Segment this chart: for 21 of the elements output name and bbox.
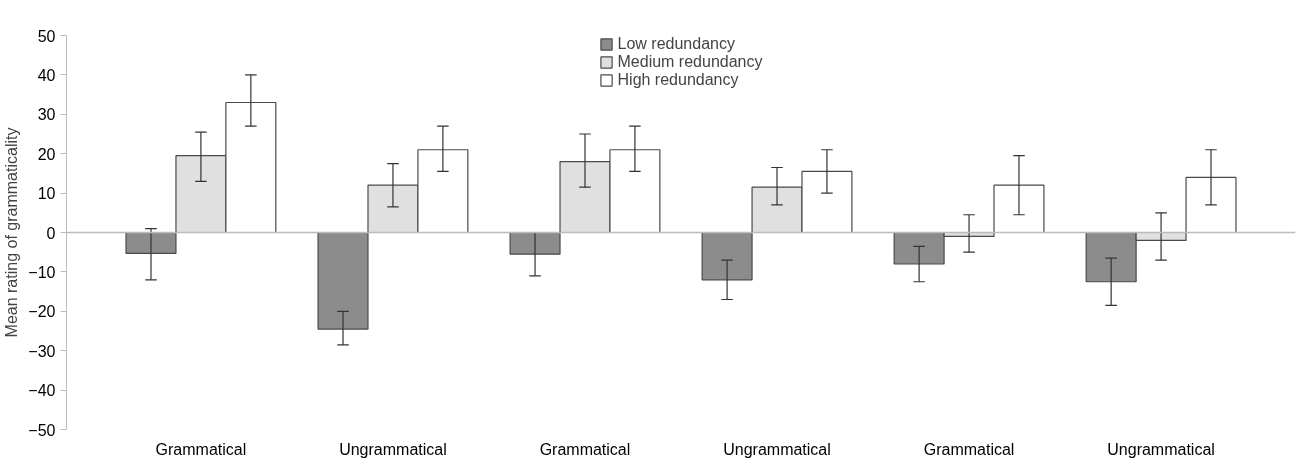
y-tick-label: 30 bbox=[37, 106, 56, 124]
x-tick-label: Ungrammatical bbox=[339, 440, 447, 458]
y-tick-label: 20 bbox=[37, 145, 56, 163]
y-tick-label: −10 bbox=[28, 263, 56, 281]
y-tick-label: 0 bbox=[46, 224, 56, 242]
y-tick-label: 50 bbox=[37, 27, 56, 45]
y-tick-label: 10 bbox=[37, 185, 56, 203]
x-tick-label: Ungrammatical bbox=[1107, 440, 1215, 458]
y-tick-label: −20 bbox=[28, 303, 56, 321]
y-tick-label: −30 bbox=[28, 342, 56, 360]
x-tick-label: Grammatical bbox=[155, 440, 247, 458]
legend-label: Low redundancy bbox=[617, 35, 735, 53]
y-tick-label: −50 bbox=[28, 421, 56, 439]
x-tick-label: Grammatical bbox=[539, 440, 631, 458]
x-tick-label: Ungrammatical bbox=[723, 440, 831, 458]
y-tick-label: −40 bbox=[28, 382, 56, 400]
legend-label: Medium redundancy bbox=[617, 53, 763, 71]
y-axis-title: Mean rating of grammaticality bbox=[3, 127, 21, 338]
x-tick-label: Grammatical bbox=[923, 440, 1015, 458]
y-tick-label: 40 bbox=[37, 66, 56, 84]
legend-label: High redundancy bbox=[617, 71, 739, 89]
